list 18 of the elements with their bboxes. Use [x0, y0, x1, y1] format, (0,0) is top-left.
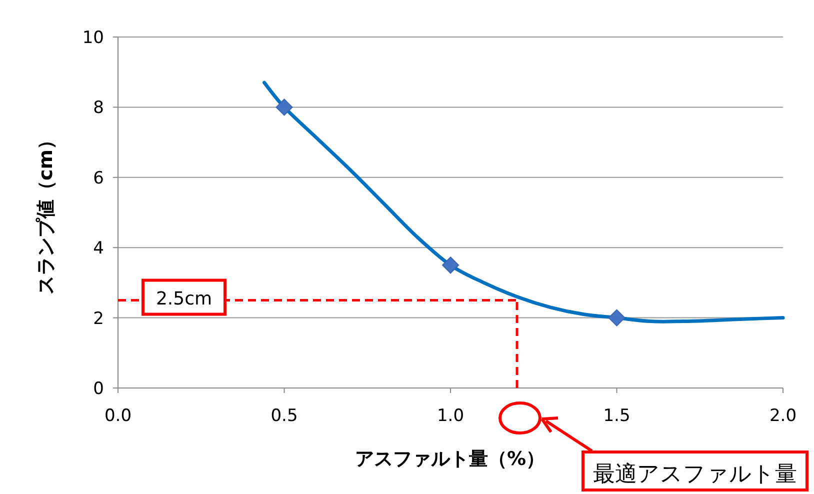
- x-tick-label: 2.0: [769, 406, 797, 426]
- y-tick-label: 2: [93, 308, 104, 329]
- x-axis-title: アスファルト量（%）: [354, 448, 546, 470]
- point: [276, 98, 293, 116]
- x-tick-label: 0.0: [104, 406, 132, 426]
- text: 最適アスファルト量: [593, 462, 797, 487]
- x-tick-label: 1.0: [436, 406, 464, 426]
- point: [608, 309, 626, 326]
- y-tick-label: 8: [93, 98, 104, 118]
- y-axis-title: スランプ値（cm）: [35, 130, 57, 295]
- y-tick-label: 4: [93, 238, 104, 259]
- x-tick-label: 0.5: [270, 406, 298, 426]
- point: [442, 256, 459, 274]
- y-tick-label: 0: [93, 379, 104, 399]
- y-tick-label: 6: [93, 168, 104, 188]
- x-tick-label: 1.5: [603, 406, 630, 426]
- y-tick-label: 10: [82, 28, 104, 48]
- ref-line-label: 2.5cm: [156, 288, 212, 310]
